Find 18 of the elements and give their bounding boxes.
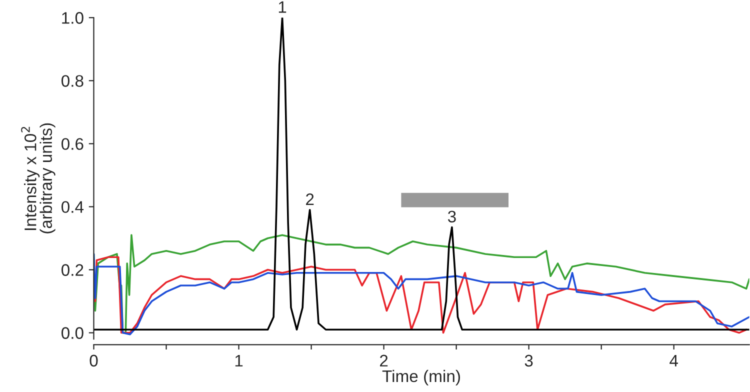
y-tick-label: 1.0 xyxy=(62,12,84,24)
x-tick-label: 0 xyxy=(90,354,98,367)
x-tick-label: 4 xyxy=(670,354,678,366)
annotation: 2 xyxy=(306,193,314,206)
annotation: 3 xyxy=(448,210,456,223)
x-tick-label: 3 xyxy=(524,354,533,367)
line-series xyxy=(94,18,750,331)
y-tick-label: 0.2 xyxy=(62,264,84,276)
annotation: 1 xyxy=(278,1,286,13)
y-tick-label: 0.0 xyxy=(62,327,84,339)
x-tick-label: 2 xyxy=(380,354,388,366)
y-tick-label: 0.4 xyxy=(62,201,84,213)
y-tick-label: 0.6 xyxy=(62,138,84,150)
y-axis-title: Intensity x 10$^{2}$ (arbitrary units) xyxy=(21,123,56,234)
y-tick-label: 0.8 xyxy=(62,75,84,87)
line-series xyxy=(94,234,750,334)
x-axis-title: Time (min) xyxy=(382,370,460,386)
x-tick-label: 1 xyxy=(235,354,243,366)
